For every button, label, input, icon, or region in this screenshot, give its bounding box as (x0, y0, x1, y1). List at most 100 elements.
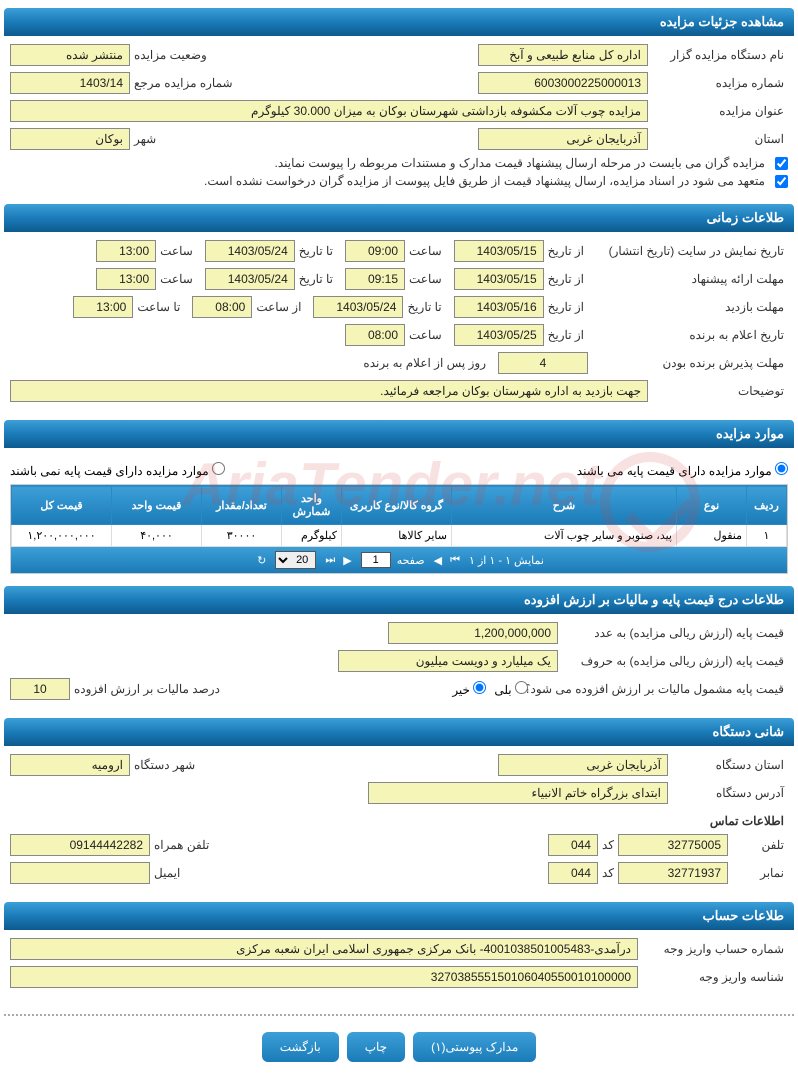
col-desc: شرح (452, 486, 677, 525)
acc-label: شماره حساب واریز وجه (638, 942, 788, 956)
hour-label-2b: ساعت (156, 272, 197, 286)
visit-to: 1403/05/24 (313, 296, 403, 318)
check2-label: متعهد می شود در اسناد مزایده، ارسال پیشن… (200, 174, 769, 188)
to-label-1: تا تاریخ (295, 244, 337, 258)
section-header-price: طلاعات درج قیمت پایه و مالیات بر ارزش اف… (4, 586, 794, 614)
code-label-1: کد (598, 838, 618, 852)
visit-from: 1403/05/16 (454, 296, 544, 318)
acc-id-value: 327038555150106040550010100000 (10, 966, 638, 988)
notes-value: جهت بازدید به اداره شهرستان بوکان مراجعه… (10, 380, 648, 402)
visit-h2: 13:00 (73, 296, 133, 318)
winner-label: تاریخ اعلام به برنده (588, 328, 788, 342)
acc-value: درآمدی-4001038501005483- بانک مرکزی جمهو… (10, 938, 638, 960)
to-label-3: تا تاریخ (403, 300, 445, 314)
radio-no-base[interactable]: موارد مزایده دارای قیمت پایه نمی باشند (10, 462, 225, 478)
mobile-value: 09144442282 (10, 834, 150, 856)
cell-n: ۱ (747, 525, 787, 547)
vat-no[interactable]: خیر (452, 681, 486, 697)
hour-label-2: ساعت (405, 272, 446, 286)
hour-label-1: ساعت (405, 244, 446, 258)
num-label: شماره مزایده (648, 76, 788, 90)
visit-label: مهلت بازدید (588, 300, 788, 314)
fax-value: 32771937 (618, 862, 728, 884)
display-h2: 13:00 (96, 240, 156, 262)
cell-total: ۱,۲۰۰,۰۰۰,۰۰۰ (12, 525, 112, 547)
email-value (10, 862, 150, 884)
base-num-label: قیمت پایه (ارزش ریالی مزایده) به عدد (558, 626, 788, 640)
pager-first-icon[interactable]: ⏮ (447, 554, 463, 567)
table-row[interactable]: ۱ منقول پید، صنوبر و سایر چوب آلات سایر … (12, 525, 787, 547)
col-group: گروه کالا/نوع کاربری (342, 486, 452, 525)
check2[interactable] (775, 175, 788, 188)
print-button[interactable]: چاپ (347, 1032, 405, 1062)
mobile-label: تلفن همراه (150, 838, 213, 852)
phone-label: تلفن (728, 838, 788, 852)
cell-desc: پید، صنوبر و سایر چوب آلات (452, 525, 677, 547)
email-label: ایمیل (150, 866, 184, 880)
org-city-value: ارومیه (10, 754, 130, 776)
accept-label: مهلت پذیرش برنده بودن (588, 356, 788, 370)
org-value: اداره کل منابع طبیعی و آبخ (478, 44, 648, 66)
pager: نمایش ۱ - ۱ از ۱ ⏮ ◀ صفحه ▶ ⏭ 20 ↻ (11, 547, 787, 573)
winner-date: 1403/05/25 (454, 324, 544, 346)
status-label: وضعیت مزایده (130, 48, 211, 62)
org-province-label: استان دستگاه (668, 758, 788, 772)
items-table: ردیف نوع شرح گروه کالا/نوع کاربری واحد ش… (10, 484, 788, 574)
hour-label-1b: ساعت (156, 244, 197, 258)
offer-from: 1403/05/15 (454, 268, 544, 290)
display-to: 1403/05/24 (205, 240, 295, 262)
winner-hour: 08:00 (345, 324, 405, 346)
accept-value: 4 (498, 352, 588, 374)
ref-label: شماره مزایده مرجع (130, 76, 237, 90)
check1[interactable] (775, 157, 788, 170)
cell-group: سایر کالاها (342, 525, 452, 547)
base-txt-value: یک میلیارد و دویست میلیون (338, 650, 558, 672)
code-value-2: 044 (548, 862, 598, 884)
pager-prev-icon[interactable]: ◀ (431, 554, 445, 567)
vat-pct-value: 10 (10, 678, 70, 700)
base-txt-label: قیمت پایه (ارزش ریالی مزایده) به حروف (558, 654, 788, 668)
notes-label: توضیحات (648, 384, 788, 398)
section-header-items: موارد مزایده (4, 420, 794, 448)
from-hour-label: از ساعت (252, 300, 305, 314)
col-total: قیمت کل (12, 486, 112, 525)
attachments-button[interactable]: مدارک پیوستی(۱) (413, 1032, 536, 1062)
pager-refresh-icon[interactable]: ↻ (254, 554, 269, 567)
cell-unit: کیلوگرم (282, 525, 342, 547)
page-size-select[interactable]: 20 (275, 551, 316, 569)
pager-next-icon[interactable]: ▶ (340, 554, 354, 567)
visit-h1: 08:00 (192, 296, 252, 318)
title-value: مزایده چوب آلات مکشوفه بازداشتی شهرستان … (10, 100, 648, 122)
from-label-4: از تاریخ (544, 328, 588, 342)
section-header-details: مشاهده جزئیات مزایده (4, 8, 794, 36)
pager-last-icon[interactable]: ⏭ (322, 554, 338, 567)
back-button[interactable]: بازگشت (262, 1032, 339, 1062)
check1-label: مزایده گران می بایست در مرحله ارسال پیشن… (271, 156, 769, 170)
pager-text: نمایش ۱ - ۱ از ۱ (469, 554, 544, 567)
org-addr-label: آدرس دستگاه (668, 786, 788, 800)
org-addr-value: ابتدای بزرگراه خاتم الانبیاء (368, 782, 668, 804)
hour-label-4: ساعت (405, 328, 446, 342)
ref-value: 1403/14 (10, 72, 130, 94)
page-input[interactable] (361, 552, 391, 568)
code-value-1: 044 (548, 834, 598, 856)
city-label: شهر (130, 132, 160, 146)
acc-id-label: شناسه واریز وجه (638, 970, 788, 984)
col-unit: واحد شمارش (282, 486, 342, 525)
province-label: استان (648, 132, 788, 146)
radio-has-base[interactable]: موارد مزایده دارای قیمت پایه می باشند (577, 462, 788, 478)
display-label: تاریخ نمایش در سایت (تاریخ انتشار) (588, 244, 788, 258)
to-hour-label: تا ساعت (133, 300, 184, 314)
num-value: 6003000225000013 (478, 72, 648, 94)
from-label-2: از تاریخ (544, 272, 588, 286)
fax-label: نمابر (728, 866, 788, 880)
cell-uprice: ۴۰,۰۰۰ (112, 525, 202, 547)
org-province-value: آذربایجان غربی (498, 754, 668, 776)
vat-q: قیمت پایه مشمول مالیات بر ارزش افزوده می… (528, 682, 788, 696)
org-label: نام دستگاه مزایده گزار (648, 48, 788, 62)
vat-yes[interactable]: بلی (494, 681, 528, 697)
section-header-time: طلاعات زمانی (4, 204, 794, 232)
status-value: منتشر شده (10, 44, 130, 66)
offer-h2: 13:00 (96, 268, 156, 290)
from-label-1: از تاریخ (544, 244, 588, 258)
